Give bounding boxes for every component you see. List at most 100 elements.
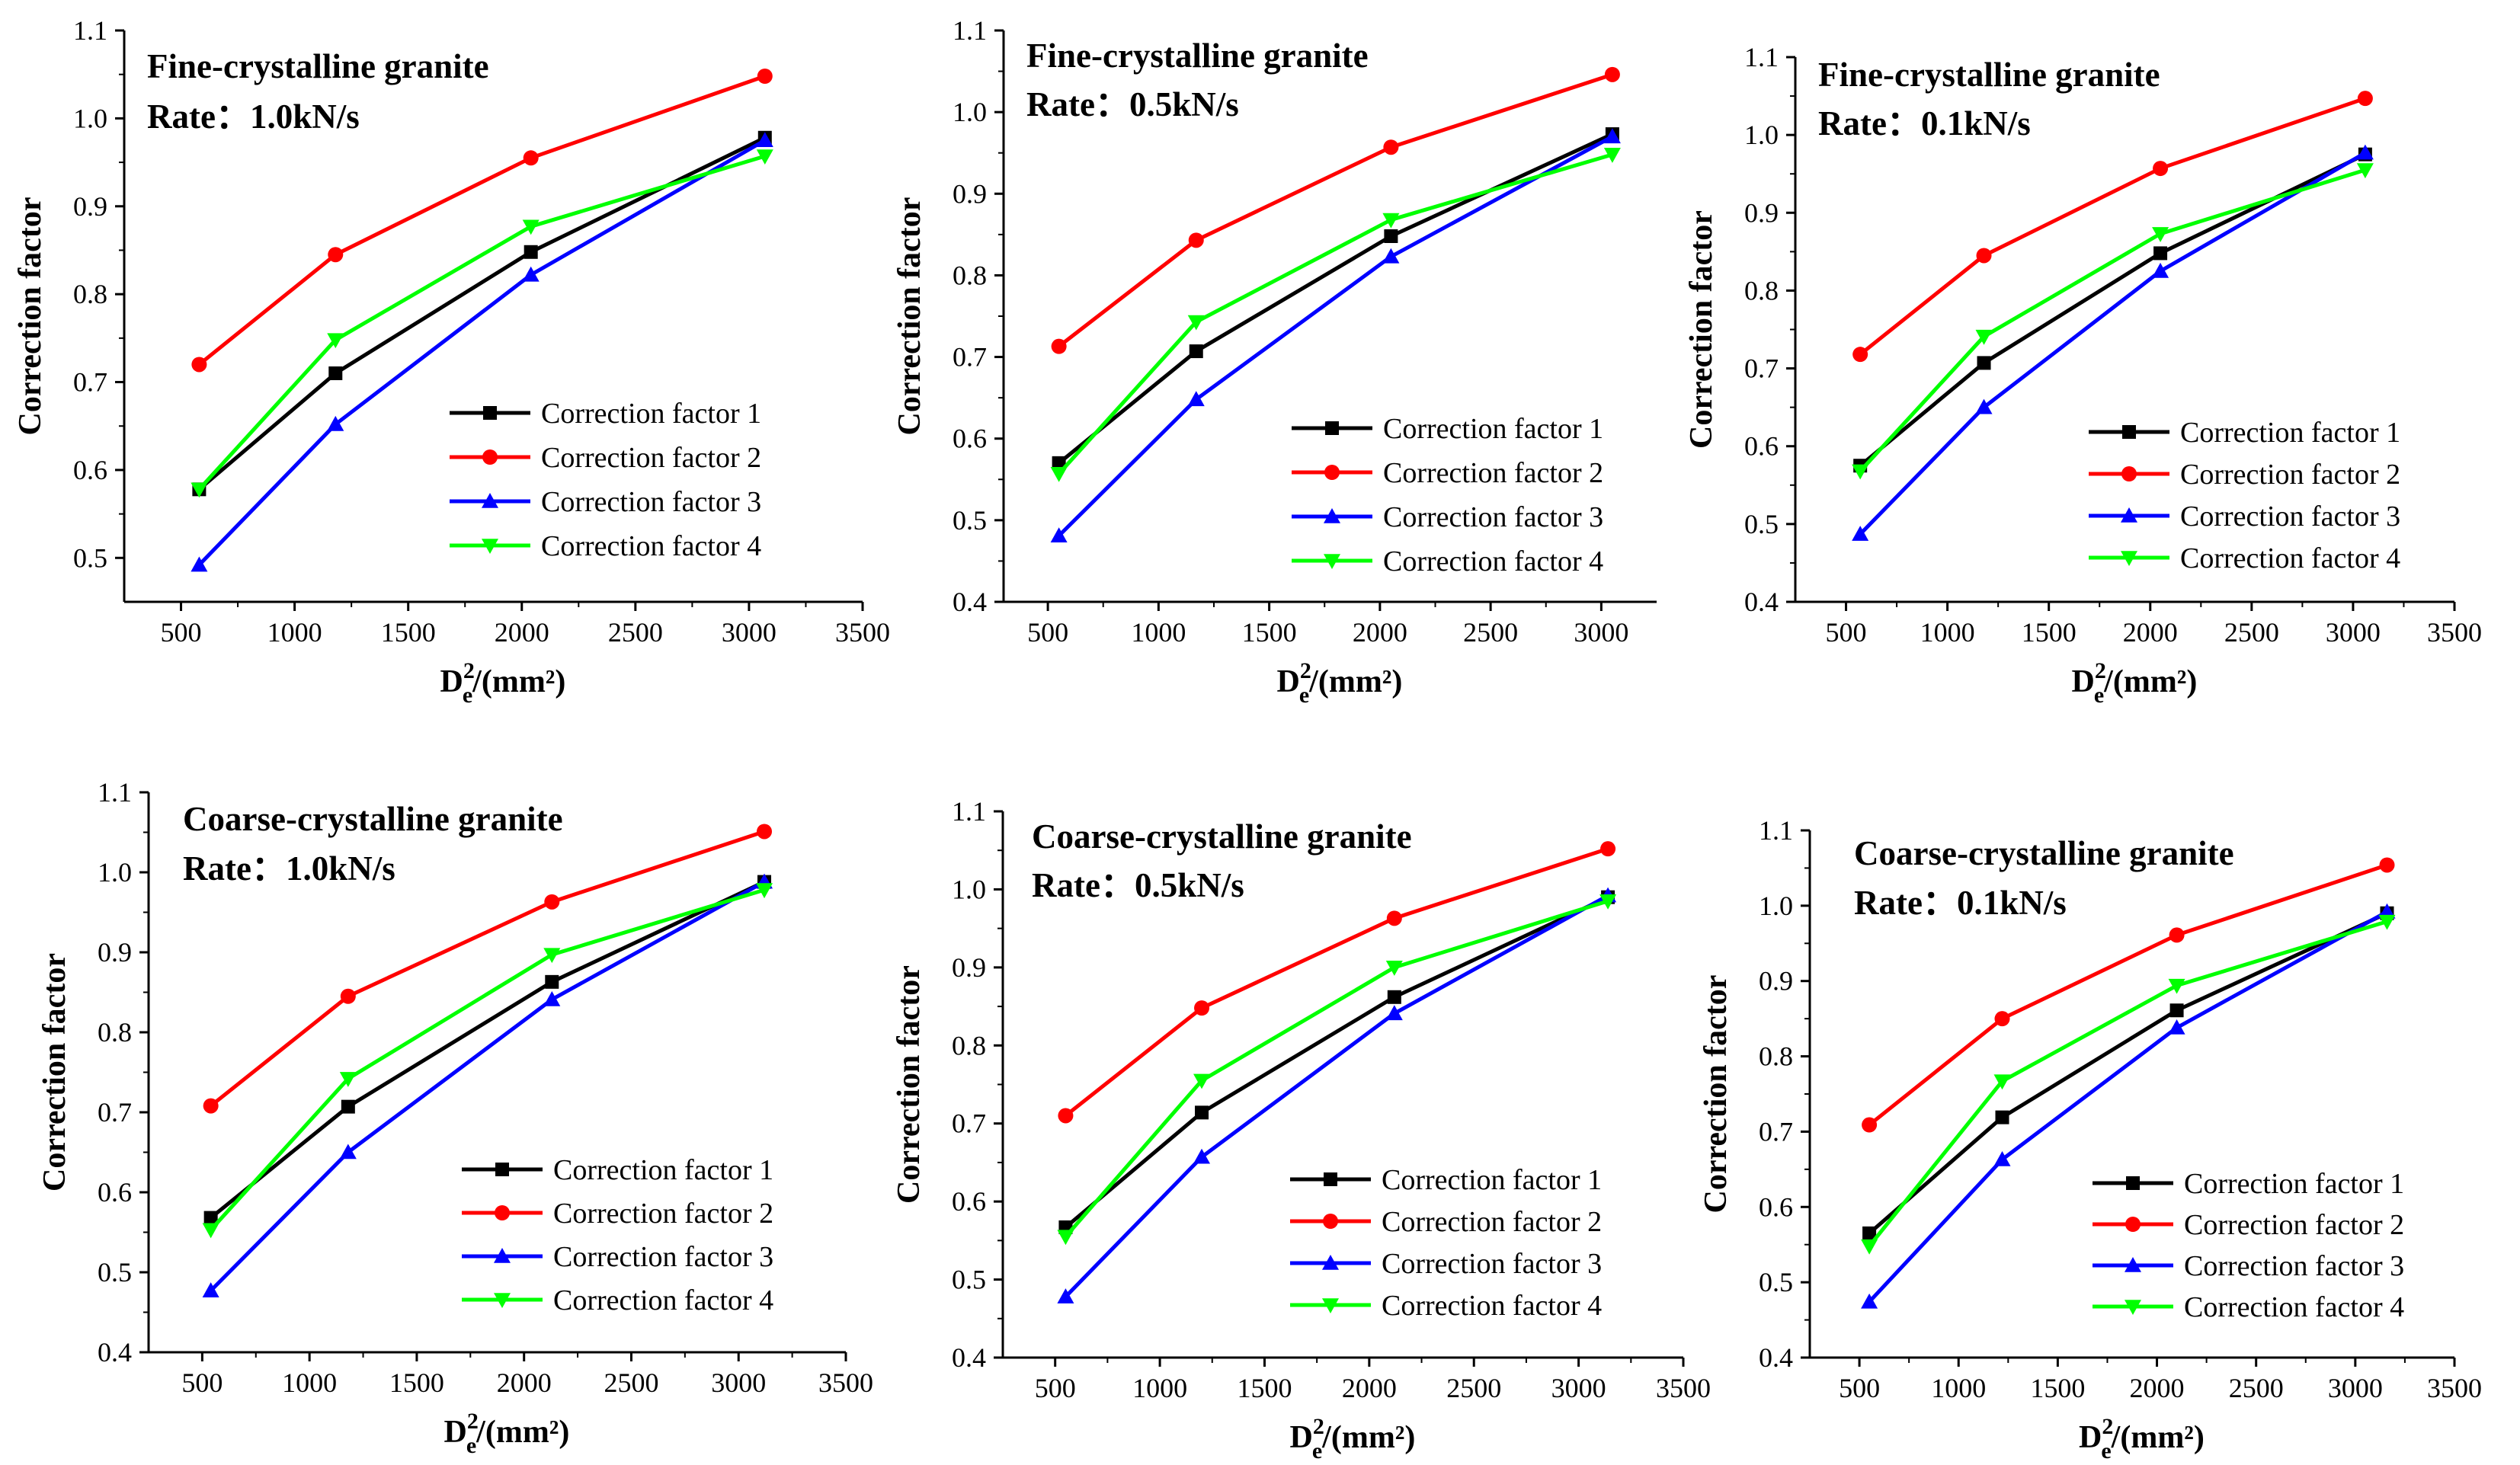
data-point-series-3	[1187, 391, 1205, 407]
data-point-series-2	[2169, 927, 2185, 943]
data-point-series-3	[202, 1282, 219, 1297]
data-point-series-2	[1852, 347, 1868, 363]
panel-title: Fine-crystalline granite	[1026, 37, 1369, 75]
data-point-series-3	[2168, 1019, 2185, 1035]
y-tick-label: 0.4	[952, 1342, 986, 1373]
y-tick-label: 1.1	[952, 796, 986, 827]
x-axis-title: D2 e/(mm²)	[2079, 1414, 2205, 1463]
x-tick-label: 2000	[497, 1367, 552, 1398]
data-point-series-3	[339, 1144, 357, 1160]
series-line-2	[210, 830, 765, 1108]
x-tick-label: 3000	[711, 1367, 766, 1398]
legend-label: Correction factor 1	[1383, 413, 1603, 445]
data-point-series-2	[1383, 139, 1399, 155]
x-axis-title-main: D	[1277, 664, 1300, 699]
data-point-series-2	[2379, 857, 2395, 873]
data-point-series-2	[340, 988, 356, 1004]
x-axis-title-main: D	[2079, 1420, 2102, 1455]
x-axis-title-sup: 2	[463, 658, 475, 683]
legend-marker	[1324, 465, 1340, 480]
data-point-series-2	[203, 1098, 219, 1114]
series-line-3	[209, 880, 766, 1292]
series-line-4	[1868, 920, 2388, 1248]
legend-label: Correction factor 4	[2180, 542, 2400, 574]
x-tick-label: 2000	[2123, 617, 2178, 648]
x-axis-title-tail: /(mm²)	[1321, 1420, 1415, 1455]
data-point-series-2	[2357, 91, 2373, 107]
x-tick-label: 2000	[1353, 617, 1407, 648]
data-point-series-2	[328, 247, 344, 263]
legend-marker	[1322, 1255, 1339, 1270]
y-tick-label: 0.8	[1744, 275, 1779, 305]
data-point-series-1	[203, 1211, 218, 1225]
y-tick-label: 0.6	[953, 424, 987, 454]
chart-panel-3: 500 1000 1500 2000 2500 3000 3500 0.4 0.5 0.6 0.7 0…	[1684, 42, 2482, 708]
y-tick-label: 0.8	[1759, 1041, 1793, 1072]
data-point-series-3	[2378, 903, 2396, 919]
x-axis-title-sub: e	[466, 1433, 476, 1458]
y-tick-label: 1.0	[952, 874, 986, 904]
legend-label: Correction factor 4	[553, 1284, 773, 1316]
data-point-series-4	[1861, 1239, 1878, 1255]
y-tick-label: 0.6	[1759, 1192, 1793, 1222]
data-point-series-4	[2356, 163, 2374, 179]
x-tick-label: 2000	[2130, 1373, 2185, 1403]
data-point-series-2	[1994, 1011, 2010, 1027]
legend-label: Correction factor 3	[2184, 1250, 2404, 1282]
y-tick-label: 0.5	[952, 1265, 986, 1295]
x-tick-label: 500	[1027, 617, 1068, 648]
y-tick-label: 0.4	[953, 587, 987, 617]
series-line-3	[197, 139, 767, 567]
y-tick-label: 0.8	[98, 1017, 132, 1048]
data-point-series-4	[1599, 894, 1617, 910]
x-axis-title-sub: e	[1312, 1438, 1322, 1463]
x-axis-title-sup: 2	[2095, 658, 2106, 683]
y-tick-label: 0.4	[1759, 1342, 1793, 1373]
x-tick-label: 3000	[2326, 617, 2381, 648]
x-tick-label: 2500	[1446, 1373, 1501, 1403]
y-tick-label: 1.0	[98, 857, 132, 888]
x-axis-title: D2 e/(mm²)	[440, 658, 566, 708]
data-point-series-3	[1057, 1288, 1074, 1303]
data-point-series-3	[1603, 128, 1621, 144]
data-point-series-1	[1387, 990, 1401, 1004]
legend-label: Correction factor 2	[553, 1198, 773, 1230]
y-tick-label: 0.9	[1759, 966, 1793, 996]
y-tick-label: 0.7	[73, 367, 107, 398]
data-point-series-2	[191, 357, 207, 373]
y-tick-label: 1.1	[1744, 42, 1779, 72]
x-tick-label: 3000	[1574, 617, 1628, 648]
x-tick-label: 500	[1826, 617, 1867, 648]
legend: Correction factor 1 Correction factor 2 Co…	[2089, 417, 2400, 574]
legend-marker	[482, 493, 498, 508]
x-tick-label: 3500	[818, 1367, 873, 1398]
legend-label: Correction factor 1	[2184, 1168, 2404, 1200]
data-point-series-2	[523, 150, 539, 166]
x-tick-label: 3000	[1551, 1373, 1606, 1403]
y-tick-label: 1.1	[73, 15, 107, 46]
legend-label: Correction factor 2	[1382, 1206, 1602, 1238]
data-point-series-4	[2152, 227, 2169, 242]
legend: Correction factor 1 Correction factor 2 Co…	[450, 398, 761, 562]
data-point-series-2	[1862, 1117, 1878, 1133]
panel-subtitle: Rate：1.0kN/s	[147, 98, 360, 136]
data-point-series-3	[1193, 1148, 1211, 1164]
y-tick-label: 0.6	[952, 1186, 986, 1217]
data-point-series-3	[327, 415, 344, 431]
data-point-series-2	[1976, 248, 1992, 264]
panel-title: Fine-crystalline granite	[147, 47, 489, 85]
series-line-3	[1868, 910, 2388, 1303]
data-point-series-2	[1194, 1000, 1210, 1016]
x-tick-label: 500	[1839, 1373, 1880, 1403]
y-tick-label: 0.5	[1759, 1267, 1793, 1297]
x-tick-label: 3000	[2328, 1373, 2383, 1403]
legend-label: Correction factor 4	[1383, 545, 1603, 577]
legend-label: Correction factor 2	[2180, 459, 2400, 491]
x-tick-label: 2500	[2229, 1373, 2284, 1403]
data-point-series-4	[756, 149, 773, 165]
data-point-series-4	[327, 333, 344, 349]
y-tick-label: 0.5	[98, 1257, 132, 1287]
chart-panel-1: 500 1000 1500 2000 2500 3000 3500 0.5 0.6 0.7 0.8 0…	[13, 15, 890, 708]
y-tick-label: 0.7	[98, 1097, 132, 1128]
y-tick-label: 1.1	[953, 15, 987, 46]
